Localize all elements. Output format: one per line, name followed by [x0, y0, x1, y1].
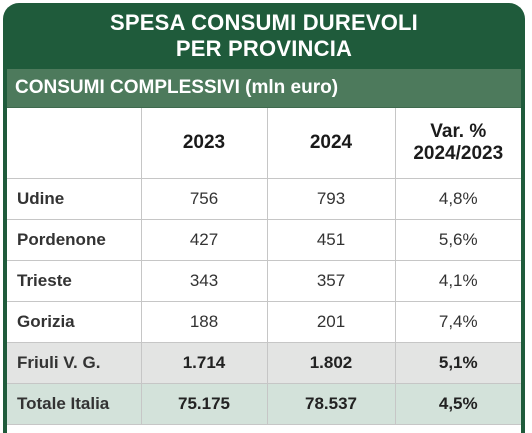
section-label: CONSUMI COMPLESSIVI (mln euro) — [15, 77, 339, 98]
value-variation: 4,1% — [394, 260, 521, 302]
table-row-friuli: Friuli V. G. 1.714 1.802 5,1% — [7, 342, 521, 384]
table-row-udine: Udine 756 793 4,8% — [7, 178, 521, 220]
header-variation-line1: Var. % — [430, 121, 487, 142]
row-label: Pordenone — [7, 219, 142, 261]
value-2024: 201 — [266, 301, 396, 343]
row-label: Gorizia — [7, 301, 142, 343]
value-variation: 5,6% — [394, 219, 521, 261]
row-label: Totale Italia — [7, 383, 142, 425]
row-label: Trieste — [7, 260, 142, 302]
row-label: Friuli V. G. — [7, 342, 142, 384]
value-variation: 4,8% — [394, 178, 521, 220]
value-2023: 343 — [140, 260, 268, 302]
value-2023: 427 — [140, 219, 268, 261]
value-variation: 5,1% — [394, 342, 521, 384]
value-2024: 357 — [266, 260, 396, 302]
section-header: CONSUMI COMPLESSIVI (mln euro) — [7, 69, 521, 108]
infographic-card: SPESA CONSUMI DUREVOLI PER PROVINCIA CON… — [3, 3, 525, 433]
value-2024: 1.802 — [266, 342, 396, 384]
header-row: 2023 2024 Var. % 2024/2023 — [7, 108, 521, 179]
header-variation-line2: 2024/2023 — [413, 143, 504, 164]
table-row-italia: Totale Italia 75.175 78.537 4,5% — [7, 383, 521, 425]
row-label: Udine — [7, 178, 142, 220]
table-row-gorizia: Gorizia 188 201 7,4% — [7, 301, 521, 343]
header-2023: 2023 — [140, 108, 268, 179]
value-variation: 7,4% — [394, 301, 521, 343]
value-2023: 188 — [140, 301, 268, 343]
value-2024: 78.537 — [266, 383, 396, 425]
table-row-trieste: Trieste 343 357 4,1% — [7, 260, 521, 302]
header-empty — [7, 108, 142, 179]
table-row-pordenone: Pordenone 427 451 5,6% — [7, 219, 521, 261]
value-2024: 451 — [266, 219, 396, 261]
value-2023: 756 — [140, 178, 268, 220]
value-variation: 4,5% — [394, 383, 521, 425]
consumption-table: 2023 2024 Var. % 2024/2023 Udine 756 793… — [7, 108, 521, 425]
title-line-2: PER PROVINCIA — [175, 36, 353, 61]
title-line-1: SPESA CONSUMI DUREVOLI — [110, 10, 418, 35]
table-panel: CONSUMI COMPLESSIVI (mln euro) 2023 2024… — [7, 69, 521, 433]
value-2024: 793 — [266, 178, 396, 220]
page-title: SPESA CONSUMI DUREVOLI PER PROVINCIA — [3, 3, 525, 69]
value-2023: 1.714 — [140, 342, 268, 384]
header-2024: 2024 — [266, 108, 396, 179]
value-2023: 75.175 — [140, 383, 268, 425]
header-variation: Var. % 2024/2023 — [394, 108, 521, 179]
